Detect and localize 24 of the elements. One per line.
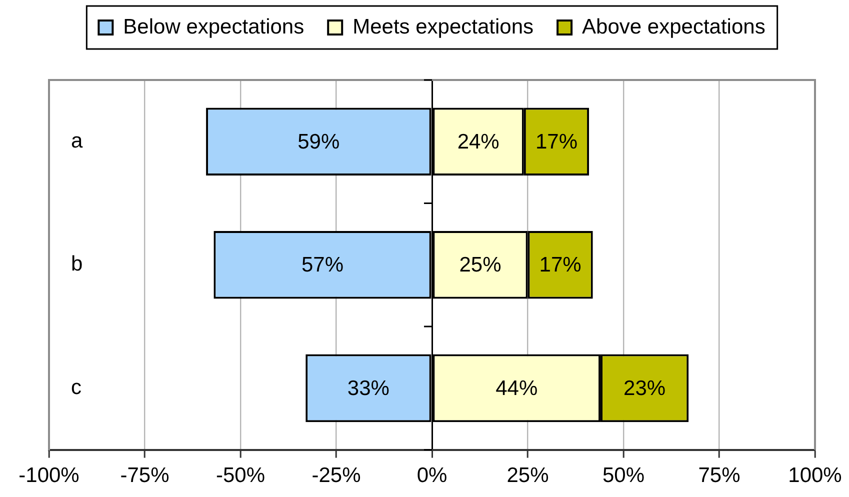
data-label: 17%	[539, 254, 582, 277]
y-tick-label: a	[71, 129, 83, 152]
x-tick-label: 100%	[788, 464, 842, 488]
legend-label: Meets expectations	[352, 15, 534, 38]
y-tick-label: c	[71, 376, 82, 399]
data-label: 23%	[624, 376, 666, 400]
x-tick-label: -75%	[120, 464, 170, 488]
data-label: 25%	[459, 254, 502, 277]
x-tick-label: -50%	[216, 464, 266, 488]
legend-label: Above expectations	[582, 15, 766, 38]
x-tick-label: -25%	[312, 464, 361, 488]
x-tick-label: 50%	[602, 464, 645, 488]
x-tick-label: 0%	[416, 464, 448, 488]
data-label: 17%	[535, 130, 578, 154]
x-tick-label: -100%	[18, 464, 80, 488]
data-label: 44%	[496, 376, 538, 400]
y-tick-label: b	[71, 252, 83, 276]
x-tick-label: 25%	[506, 464, 549, 488]
legend-label: Below expectations	[123, 15, 304, 38]
data-label: 59%	[298, 130, 340, 154]
data-label: 24%	[457, 130, 500, 154]
data-label: 57%	[301, 254, 344, 277]
data-label: 33%	[347, 376, 390, 400]
x-tick-label: 75%	[698, 464, 740, 488]
